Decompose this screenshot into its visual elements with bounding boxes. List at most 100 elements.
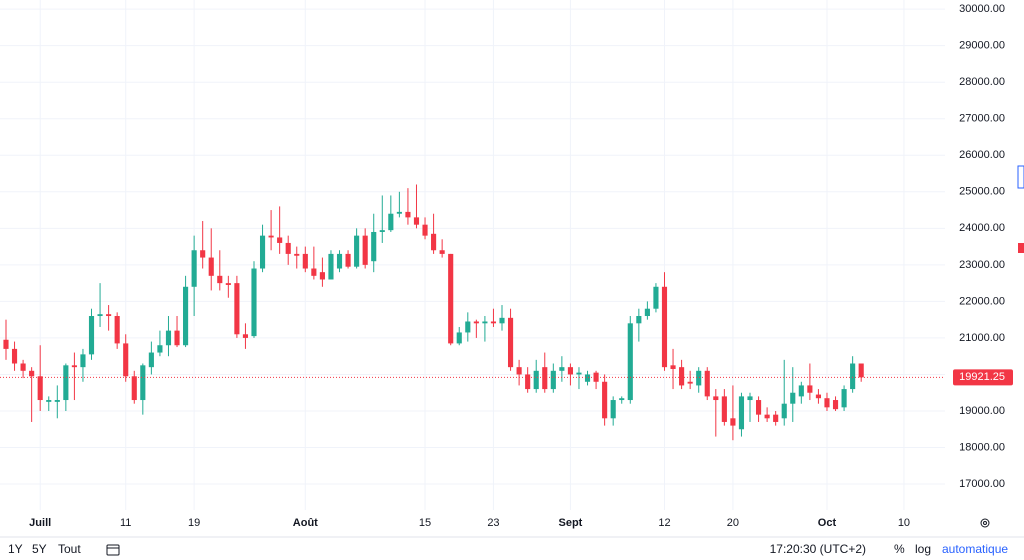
candle-body [781,403,787,419]
candle-body [482,321,488,324]
range-button[interactable]: 5Y [32,542,47,556]
candle-body [422,224,428,236]
candle-body [773,414,779,422]
candle-body [200,250,206,258]
candle-body [559,367,565,371]
y-tick-label: 23000.00 [959,259,1005,271]
candle-body [54,400,60,402]
candle-body [97,314,103,317]
candle-body [345,253,351,267]
candle-body [396,211,402,214]
candle-body [824,398,830,408]
candle-body [123,343,129,377]
y-tick-label: 28000.00 [959,76,1005,88]
candle-body [738,396,745,430]
candle-body [371,231,377,262]
percent-toggle[interactable]: % [894,542,905,556]
candle-body [29,370,35,377]
candle-body [191,250,197,287]
candle-body [294,253,300,256]
candle-body [473,321,479,324]
candle-body [679,367,685,386]
x-tick-label: Août [293,517,318,529]
candle-body [721,396,727,422]
candle-body [610,400,616,419]
candle-body [636,316,642,324]
y-tick-label: 21000.00 [959,332,1005,344]
candle-body [747,396,753,401]
candle-body [593,372,599,382]
clock: 17:20:30 (UTC+2) [770,542,866,556]
candle-body [550,370,556,390]
candle-body [208,257,214,276]
candle-body [251,268,257,337]
candle-body [336,253,343,269]
candle-body [80,354,86,368]
auto-toggle[interactable]: automatique [942,542,1008,556]
x-tick-label: 10 [898,517,910,529]
candle-body [311,268,317,276]
candle-body [277,237,283,243]
y-tick-label: 25000.00 [959,186,1005,198]
x-tick-label: 23 [487,517,499,529]
candle-body [431,233,437,251]
candle-body [627,323,633,401]
candle-body [234,283,240,335]
log-toggle[interactable]: log [915,542,931,556]
candle-body [704,370,710,397]
date-range-icon[interactable] [106,544,120,556]
candle-body [730,418,736,426]
candle-body [106,314,112,317]
candle-body [696,370,702,386]
candle-body [499,317,505,324]
x-tick-label: 15 [419,517,431,529]
candle-body [131,376,137,401]
x-tick-label: 20 [727,517,739,529]
y-tick-label: 22000.00 [959,295,1005,307]
candle-body [3,339,9,349]
candle-body [259,235,266,269]
candle-body [328,253,334,280]
candle-body [584,374,591,382]
x-tick-label: Oct [818,517,837,529]
x-tick-label: Sept [558,517,582,529]
candle-body [850,363,856,390]
candle-body [661,286,668,368]
y-tick-label: 17000.00 [959,478,1005,490]
settings-icon[interactable] [980,518,990,528]
y-tick-label: 24000.00 [959,222,1005,234]
x-tick-label: 19 [188,517,200,529]
candle-body [379,230,385,232]
candle-body [405,211,411,218]
candle-body [285,242,291,254]
candle-body [362,235,368,265]
candle-body [807,385,813,393]
candle-body [687,381,693,384]
candle-body [790,392,796,404]
side-marker [1017,165,1024,189]
candle-body [644,308,650,317]
candle-body [576,372,582,375]
y-tick-label: 30000.00 [959,3,1005,15]
candle-body [619,398,625,401]
x-tick-label: 11 [120,517,131,529]
candle-body [858,363,864,378]
range-button[interactable]: 1Y [8,542,23,556]
last-price-box [953,369,1013,386]
candle-body [653,286,659,309]
candle-body [670,365,676,369]
candle-body [268,235,274,238]
candle-body [319,272,325,280]
x-tick-label: 12 [658,517,670,529]
candle-body [63,365,69,401]
candle-body [815,394,821,399]
candle-body [542,367,548,390]
x-tick-label: Juill [29,517,51,529]
candle-body [302,253,308,269]
y-tick-label: 18000.00 [959,441,1005,453]
last-price-label: 19921.25 [959,371,1005,383]
candle-body [148,352,154,368]
y-tick-label: 29000.00 [959,40,1005,52]
range-button[interactable]: Tout [58,542,81,556]
